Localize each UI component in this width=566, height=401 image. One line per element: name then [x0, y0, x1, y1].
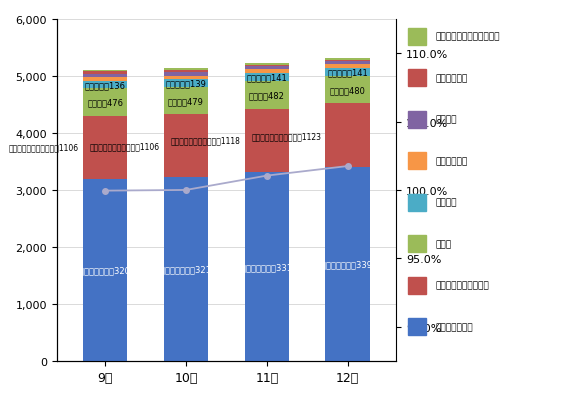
Bar — [245, 82, 289, 109]
Bar — [408, 70, 426, 87]
Bar — [325, 62, 370, 65]
Bar — [325, 61, 370, 62]
Bar — [408, 194, 426, 211]
Text: カレコ，480: カレコ，480 — [330, 86, 366, 95]
Bar — [325, 77, 370, 104]
Text: タイムズプラス，3395: タイムズプラス，3395 — [317, 260, 378, 269]
Text: オリックスカーシェア: オリックスカーシェア — [435, 281, 489, 290]
Bar — [164, 115, 208, 178]
Bar — [83, 81, 127, 89]
Bar — [408, 111, 426, 128]
Bar — [325, 59, 370, 61]
Bar — [408, 277, 426, 294]
Bar — [408, 318, 426, 335]
Bar — [245, 173, 289, 361]
Bar — [325, 69, 370, 77]
Text: ガリテコ，141: ガリテコ，141 — [327, 69, 368, 77]
Bar — [164, 77, 208, 80]
Text: ガリテコ，139: ガリテコ，139 — [165, 79, 207, 89]
Bar — [325, 65, 370, 69]
Bar — [83, 71, 127, 72]
Bar — [83, 78, 127, 81]
Bar — [245, 67, 289, 70]
Bar — [245, 64, 289, 65]
Text: カレコ: カレコ — [435, 239, 451, 249]
Text: オリックスカーシェア，1123: オリックスカーシェア，1123 — [251, 132, 321, 141]
Bar — [164, 88, 208, 115]
Text: ガリテコ，141: ガリテコ，141 — [246, 73, 287, 82]
Bar — [408, 153, 426, 170]
Bar — [325, 104, 370, 168]
Bar — [164, 73, 208, 77]
Text: エコロカ: エコロカ — [435, 115, 457, 124]
Bar — [83, 74, 127, 78]
Text: ガリバーカーシェアメイト: ガリバーカーシェアメイト — [435, 32, 500, 42]
Text: まちのりくん: まちのりくん — [435, 74, 468, 83]
Bar — [245, 70, 289, 74]
Text: オリックスカーシェア，1106: オリックスカーシェア，1106 — [89, 142, 160, 151]
Bar — [245, 109, 289, 173]
Text: オリックスカーシェア，1106: オリックスカーシェア，1106 — [8, 143, 79, 152]
Text: ガリテコ，136: ガリテコ，136 — [84, 81, 126, 90]
Bar — [408, 235, 426, 253]
Bar — [325, 168, 370, 361]
Bar — [245, 74, 289, 82]
Bar — [83, 89, 127, 116]
Text: カレコ，476: カレコ，476 — [87, 98, 123, 107]
Text: タイムズプラス，3219: タイムズプラス，3219 — [156, 265, 217, 274]
Text: アース・カー: アース・カー — [435, 157, 468, 166]
Text: タイムズプラス: タイムズプラス — [435, 322, 473, 331]
Bar — [83, 72, 127, 74]
Bar — [83, 116, 127, 179]
Text: ガリテコ: ガリテコ — [435, 198, 457, 207]
Bar — [164, 69, 208, 70]
Text: タイムズプラス，3312: タイムズプラス，3312 — [236, 262, 298, 271]
Bar — [164, 70, 208, 73]
Bar — [83, 179, 127, 361]
Bar — [245, 65, 289, 67]
Text: カレコ，482: カレコ，482 — [249, 91, 285, 100]
Text: カレコ，479: カレコ，479 — [168, 97, 204, 106]
Bar — [408, 28, 426, 46]
Bar — [164, 80, 208, 88]
Bar — [164, 178, 208, 361]
Text: オリックスカーシェア，1118: オリックスカーシェア，1118 — [171, 136, 241, 146]
Text: タイムズプラス，3201: タイムズプラス，3201 — [75, 265, 136, 274]
